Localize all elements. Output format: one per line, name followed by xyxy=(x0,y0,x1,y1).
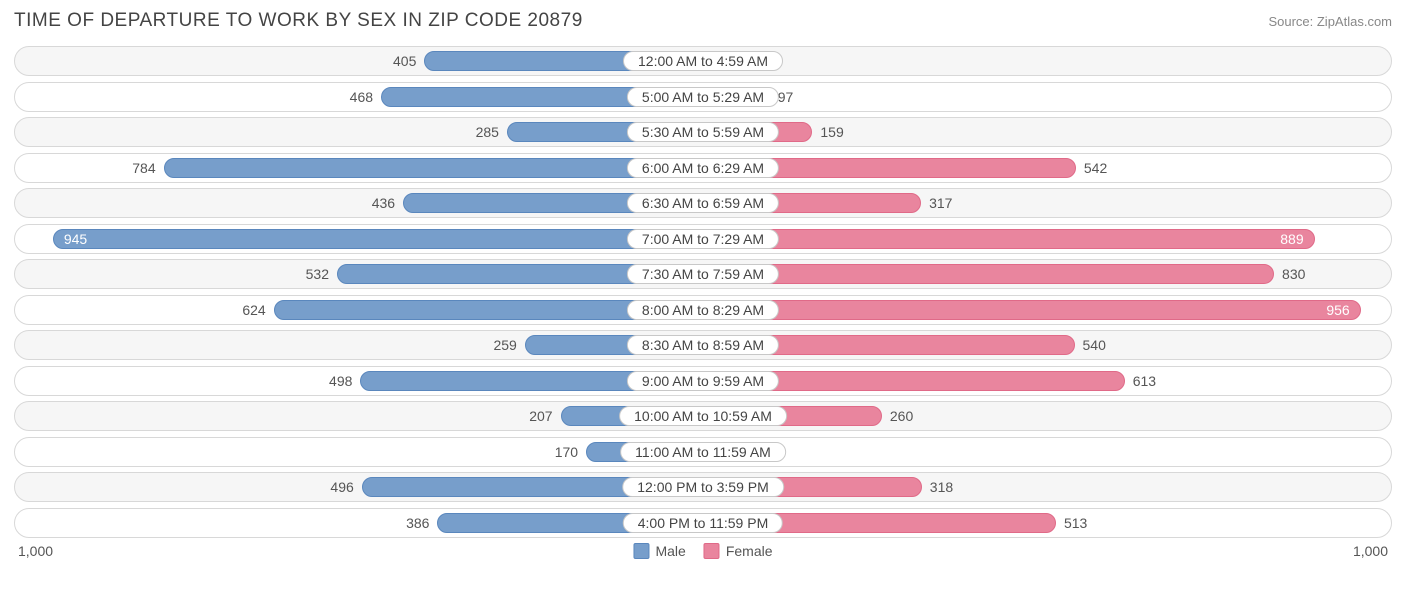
male-value: 405 xyxy=(393,47,416,75)
female-swatch-icon xyxy=(704,543,720,559)
legend-female: Female xyxy=(704,543,773,559)
male-value: 496 xyxy=(330,473,353,501)
time-range-label: 6:30 AM to 6:59 AM xyxy=(627,193,779,213)
female-value: 889 xyxy=(1280,230,1303,248)
female-value: 540 xyxy=(1083,331,1106,359)
chart-row: 532 830 7:30 AM to 7:59 AM xyxy=(14,259,1392,289)
chart-row: 259 540 8:30 AM to 8:59 AM xyxy=(14,330,1392,360)
male-swatch-icon xyxy=(633,543,649,559)
axis-max-left: 1,000 xyxy=(18,543,53,559)
female-value: 830 xyxy=(1282,260,1305,288)
female-value: 542 xyxy=(1084,154,1107,182)
chart-row: 285 159 5:30 AM to 5:59 AM xyxy=(14,117,1392,147)
time-range-label: 4:00 PM to 11:59 PM xyxy=(623,513,783,533)
female-value: 318 xyxy=(930,473,953,501)
legend-male: Male xyxy=(633,543,685,559)
source-attribution: Source: ZipAtlas.com xyxy=(1268,14,1392,29)
chart-row: 386 513 4:00 PM to 11:59 PM xyxy=(14,508,1392,538)
male-value: 285 xyxy=(476,118,499,146)
chart-footer: 1,000 Male Female 1,000 xyxy=(14,543,1392,563)
time-range-label: 11:00 AM to 11:59 AM xyxy=(620,442,786,462)
male-value: 468 xyxy=(350,83,373,111)
female-value: 260 xyxy=(890,402,913,430)
female-value: 513 xyxy=(1064,509,1087,537)
time-range-label: 12:00 PM to 3:59 PM xyxy=(622,477,784,497)
time-range-label: 5:30 AM to 5:59 AM xyxy=(627,122,779,142)
male-value: 436 xyxy=(372,189,395,217)
chart-row: 207 260 10:00 AM to 10:59 AM xyxy=(14,401,1392,431)
legend-female-label: Female xyxy=(726,543,773,559)
time-range-label: 6:00 AM to 6:29 AM xyxy=(627,158,779,178)
female-value: 613 xyxy=(1133,367,1156,395)
female-bar xyxy=(703,264,1274,284)
time-range-label: 5:00 AM to 5:29 AM xyxy=(627,87,779,107)
chart-title: TIME OF DEPARTURE TO WORK BY SEX IN ZIP … xyxy=(14,10,583,32)
male-value: 532 xyxy=(306,260,329,288)
male-value: 945 xyxy=(64,230,87,248)
male-value: 207 xyxy=(529,402,552,430)
chart-row: 498 613 9:00 AM to 9:59 AM xyxy=(14,366,1392,396)
female-bar: 889 xyxy=(703,229,1315,249)
female-value: 97 xyxy=(778,83,794,111)
chart-row: 1704411:00 AM to 11:59 AM xyxy=(14,437,1392,467)
chart-row: 784 542 6:00 AM to 6:29 AM xyxy=(14,153,1392,183)
time-range-label: 9:00 AM to 9:59 AM xyxy=(627,371,779,391)
chart-row: 496 318 12:00 PM to 3:59 PM xyxy=(14,472,1392,502)
male-bar: 945 xyxy=(53,229,703,249)
male-value: 624 xyxy=(242,296,265,324)
chart-row: 468 975:00 AM to 5:29 AM xyxy=(14,82,1392,112)
time-range-label: 7:00 AM to 7:29 AM xyxy=(627,229,779,249)
female-value: 159 xyxy=(820,118,843,146)
time-range-label: 8:00 AM to 8:29 AM xyxy=(627,300,779,320)
female-bar: 956 xyxy=(703,300,1361,320)
diverging-bar-chart: 4057512:00 AM to 4:59 AM 468 975:00 AM to … xyxy=(14,46,1392,538)
male-value: 259 xyxy=(493,331,516,359)
male-value: 386 xyxy=(406,509,429,537)
legend-male-label: Male xyxy=(655,543,685,559)
female-value: 956 xyxy=(1326,301,1349,319)
legend: Male Female xyxy=(633,543,772,559)
time-range-label: 10:00 AM to 10:59 AM xyxy=(619,406,787,426)
time-range-label: 7:30 AM to 7:59 AM xyxy=(627,264,779,284)
chart-row: 945 889 7:00 AM to 7:29 AM xyxy=(14,224,1392,254)
time-range-label: 12:00 AM to 4:59 AM xyxy=(623,51,783,71)
chart-row: 4057512:00 AM to 4:59 AM xyxy=(14,46,1392,76)
male-value: 498 xyxy=(329,367,352,395)
male-value: 170 xyxy=(555,438,578,466)
chart-row: 436 317 6:30 AM to 6:59 AM xyxy=(14,188,1392,218)
chart-header: TIME OF DEPARTURE TO WORK BY SEX IN ZIP … xyxy=(14,10,1392,32)
female-value: 317 xyxy=(929,189,952,217)
male-value: 784 xyxy=(132,154,155,182)
axis-max-right: 1,000 xyxy=(1353,543,1388,559)
time-range-label: 8:30 AM to 8:59 AM xyxy=(627,335,779,355)
male-bar xyxy=(164,158,703,178)
chart-row: 624 956 8:00 AM to 8:29 AM xyxy=(14,295,1392,325)
